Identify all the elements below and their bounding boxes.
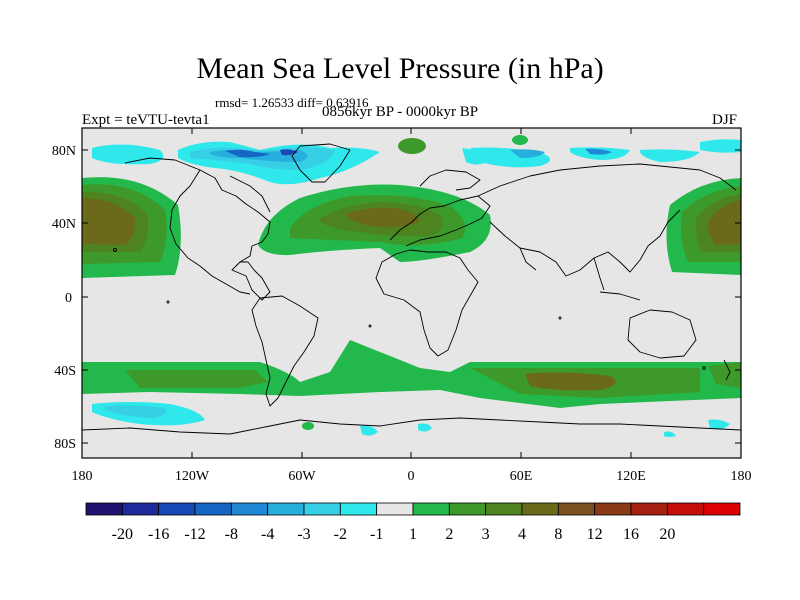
pressure-anomaly-field bbox=[82, 128, 741, 458]
arctic-negative-anomaly bbox=[92, 144, 164, 165]
x-axis bbox=[81, 128, 742, 458]
positive-patch bbox=[398, 138, 426, 154]
y-axis bbox=[82, 149, 741, 444]
chart-title: Mean Sea Level Pressure (in hPa) bbox=[196, 52, 604, 85]
colorbar-label: 4 bbox=[518, 526, 526, 543]
positive-patch bbox=[302, 422, 314, 430]
positive-patch bbox=[512, 135, 528, 145]
antarctic-negative-anomaly bbox=[105, 405, 166, 418]
colorbar-swatch bbox=[630, 502, 668, 516]
colorbar-swatch bbox=[158, 502, 196, 516]
colorbar: -20 -16 -12 -8 -4 -3 -2 -1 1 2 3 4 8 12 16 20 bbox=[85, 502, 741, 543]
colorbar-label: -8 bbox=[225, 526, 238, 543]
x-tick-label: 120E bbox=[616, 469, 646, 484]
colorbar-label: -4 bbox=[261, 526, 274, 543]
antarctic-negative-anomaly bbox=[664, 431, 676, 437]
y-tick-label: 80S bbox=[54, 437, 76, 452]
northwest-pacific-core bbox=[708, 200, 741, 245]
season-label: DJF bbox=[712, 112, 738, 128]
colorbar-swatch bbox=[267, 502, 305, 516]
period-label: 0856kyr BP - 0000kyr BP bbox=[322, 104, 479, 120]
colorbar-swatch bbox=[557, 502, 596, 516]
colorbar-label: -20 bbox=[112, 526, 133, 543]
colorbar-label: 8 bbox=[554, 526, 562, 543]
southern-ocean-anomaly bbox=[708, 362, 741, 388]
colorbar-swatch bbox=[230, 502, 269, 516]
antarctic-negative-anomaly bbox=[708, 419, 730, 430]
colorbar-label: -3 bbox=[297, 526, 310, 543]
colorbar-swatch bbox=[485, 502, 523, 516]
southern-ocean-core bbox=[525, 372, 616, 391]
north-pacific-core bbox=[82, 198, 136, 245]
colorbar-label: -1 bbox=[370, 526, 383, 543]
colorbar-swatch bbox=[303, 502, 341, 516]
north-atlantic-core bbox=[345, 207, 420, 228]
arctic-negative-anomaly bbox=[510, 149, 545, 158]
colorbar-label: 16 bbox=[623, 526, 639, 543]
arctic-negative-anomaly bbox=[640, 149, 700, 162]
colorbar-swatch bbox=[85, 502, 123, 516]
colorbar-swatch bbox=[194, 502, 232, 516]
arctic-negative-anomaly bbox=[585, 148, 612, 155]
colorbar-label: 20 bbox=[659, 526, 675, 543]
colorbar-swatch bbox=[339, 502, 378, 516]
antarctic-negative-anomaly bbox=[418, 423, 432, 432]
x-tick-label: 120W bbox=[175, 469, 210, 484]
colorbar-swatch bbox=[594, 502, 632, 516]
antarctic-negative-anomaly bbox=[360, 425, 378, 436]
southern-ocean-anomaly-inner bbox=[125, 370, 268, 388]
arctic-negative-anomaly bbox=[700, 139, 741, 153]
colorbar-swatch bbox=[376, 502, 414, 516]
experiment-label: Expt = teVTU-tevta1 bbox=[82, 112, 210, 128]
x-tick-label: 60W bbox=[288, 469, 316, 484]
x-tick-label: 0 bbox=[408, 469, 415, 484]
colorbar-swatch bbox=[521, 502, 559, 516]
colorbar-label: -12 bbox=[184, 526, 205, 543]
colorbar-swatch bbox=[412, 502, 450, 516]
colorbar-label: -16 bbox=[148, 526, 169, 543]
y-tick-label: 0 bbox=[65, 291, 72, 306]
north-atlantic-negative bbox=[462, 148, 490, 165]
colorbar-swatch bbox=[448, 502, 487, 516]
colorbar-swatch bbox=[666, 502, 705, 516]
x-tick-label: 180 bbox=[731, 469, 752, 484]
coastlines bbox=[82, 143, 741, 435]
colorbar-swatch bbox=[703, 502, 741, 516]
colorbar-label: 12 bbox=[587, 526, 603, 543]
colorbar-label: 3 bbox=[482, 526, 490, 543]
x-tick-label: 60E bbox=[510, 469, 533, 484]
colorbar-swatch bbox=[121, 502, 160, 516]
colorbar-label: 2 bbox=[445, 526, 453, 543]
colorbar-label: -2 bbox=[334, 526, 347, 543]
arctic-negative-core bbox=[225, 149, 270, 158]
x-tick-label: 180 bbox=[72, 469, 93, 484]
y-tick-label: 40S bbox=[54, 364, 76, 379]
stats-text: rmsd= 1.26533 diff= 0.63916 bbox=[215, 95, 369, 110]
y-tick-label: 40N bbox=[52, 217, 76, 232]
y-tick-label: 80N bbox=[52, 144, 76, 159]
colorbar-label: 1 bbox=[409, 526, 417, 543]
